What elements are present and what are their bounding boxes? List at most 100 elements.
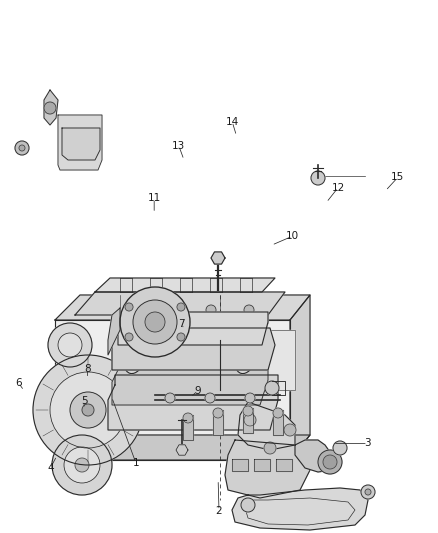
Text: 6: 6 (15, 378, 22, 387)
Circle shape (75, 458, 89, 472)
Text: 3: 3 (364, 439, 371, 448)
Circle shape (70, 392, 106, 428)
Circle shape (168, 305, 178, 315)
Polygon shape (44, 90, 58, 125)
Ellipse shape (184, 334, 197, 356)
Circle shape (15, 141, 29, 155)
Text: 4: 4 (47, 463, 54, 473)
Circle shape (165, 393, 175, 403)
Polygon shape (265, 330, 295, 390)
Circle shape (361, 485, 375, 499)
Polygon shape (55, 320, 290, 460)
Circle shape (125, 333, 133, 341)
Circle shape (82, 404, 94, 416)
Text: 7: 7 (178, 319, 185, 328)
Circle shape (284, 424, 296, 436)
Ellipse shape (150, 329, 174, 367)
Circle shape (244, 414, 256, 426)
Polygon shape (254, 459, 270, 471)
Ellipse shape (212, 337, 224, 359)
Ellipse shape (206, 329, 230, 367)
Polygon shape (58, 115, 102, 170)
Polygon shape (55, 435, 310, 460)
Ellipse shape (155, 337, 169, 359)
Circle shape (245, 393, 255, 403)
Circle shape (243, 406, 253, 416)
Circle shape (264, 442, 276, 454)
Ellipse shape (234, 336, 258, 374)
Polygon shape (118, 312, 268, 345)
Polygon shape (176, 445, 188, 455)
Circle shape (205, 393, 215, 403)
Text: 15: 15 (391, 173, 404, 182)
Polygon shape (232, 459, 248, 471)
Text: 1: 1 (132, 458, 139, 467)
Circle shape (19, 145, 25, 151)
Polygon shape (211, 252, 225, 264)
Circle shape (58, 333, 82, 357)
Circle shape (183, 413, 193, 423)
Text: 8: 8 (84, 365, 91, 374)
Text: 5: 5 (81, 396, 88, 406)
Circle shape (177, 333, 185, 341)
Polygon shape (232, 488, 368, 530)
Polygon shape (295, 440, 332, 472)
Circle shape (241, 498, 255, 512)
Text: 14: 14 (226, 117, 239, 126)
Circle shape (265, 381, 279, 395)
Circle shape (244, 305, 254, 315)
Circle shape (125, 303, 133, 311)
Ellipse shape (240, 344, 252, 366)
Polygon shape (55, 295, 310, 320)
Circle shape (273, 408, 283, 418)
Text: 11: 11 (148, 193, 161, 203)
Circle shape (213, 408, 223, 418)
Polygon shape (225, 440, 310, 498)
Polygon shape (108, 308, 120, 355)
Circle shape (318, 450, 342, 474)
Circle shape (130, 305, 140, 315)
Circle shape (177, 303, 185, 311)
Polygon shape (273, 410, 283, 435)
Circle shape (252, 314, 268, 330)
Polygon shape (112, 368, 268, 405)
Circle shape (52, 435, 112, 495)
Circle shape (64, 447, 100, 483)
Text: 9: 9 (194, 386, 201, 395)
Polygon shape (276, 459, 292, 471)
Polygon shape (75, 292, 285, 315)
Polygon shape (213, 410, 223, 435)
Circle shape (323, 455, 337, 469)
Text: 12: 12 (332, 183, 345, 192)
Circle shape (311, 171, 325, 185)
Circle shape (333, 441, 347, 455)
Circle shape (44, 102, 56, 114)
Polygon shape (112, 328, 275, 370)
Circle shape (33, 355, 143, 465)
Circle shape (206, 305, 216, 315)
Circle shape (365, 489, 371, 495)
Circle shape (50, 372, 126, 448)
Ellipse shape (123, 336, 147, 374)
Circle shape (120, 287, 190, 357)
Polygon shape (230, 330, 260, 390)
Polygon shape (108, 375, 278, 430)
Circle shape (133, 300, 177, 344)
Polygon shape (238, 402, 295, 450)
Text: 2: 2 (215, 506, 223, 515)
Circle shape (48, 323, 92, 367)
Circle shape (172, 314, 188, 330)
Text: 13: 13 (172, 141, 185, 150)
Polygon shape (62, 128, 100, 160)
Ellipse shape (128, 344, 141, 366)
Circle shape (212, 314, 228, 330)
Polygon shape (95, 278, 275, 292)
Polygon shape (243, 408, 253, 433)
Text: 10: 10 (286, 231, 299, 241)
Circle shape (145, 312, 165, 332)
Polygon shape (195, 330, 225, 390)
Ellipse shape (178, 326, 202, 364)
Circle shape (132, 314, 148, 330)
Polygon shape (183, 415, 193, 440)
Polygon shape (290, 295, 310, 460)
